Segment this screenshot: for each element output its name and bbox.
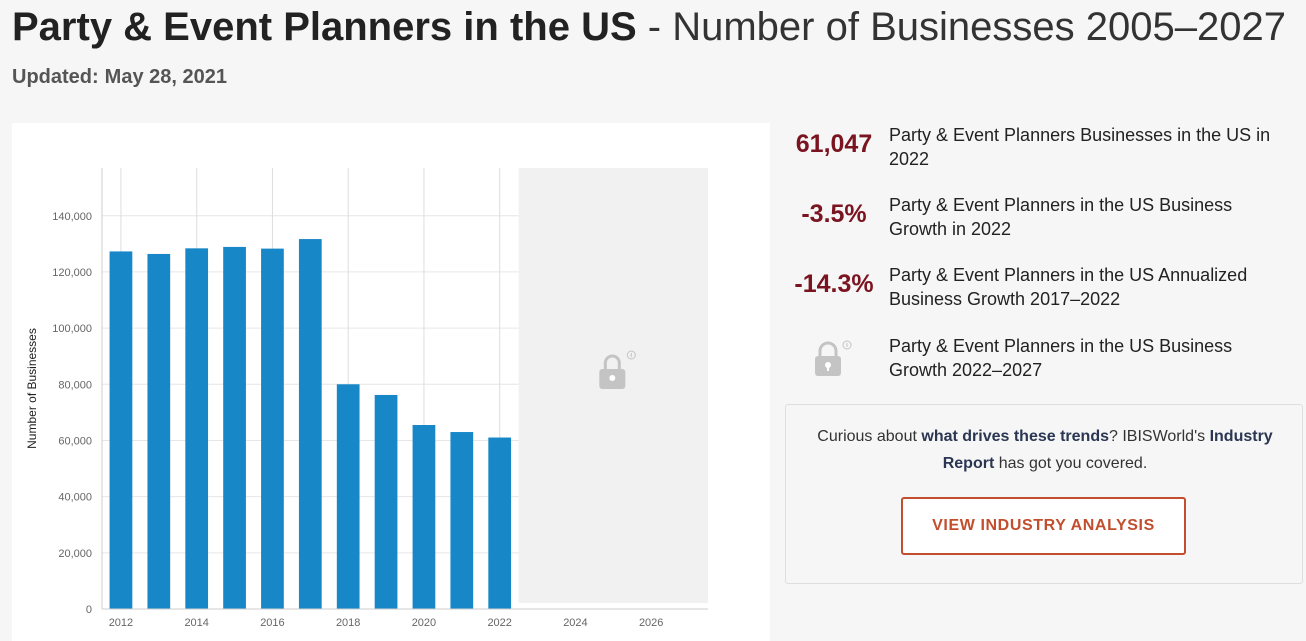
y-tick-label: 100,000 bbox=[52, 323, 92, 335]
cta-text-3: has got you covered. bbox=[998, 455, 1148, 472]
stat-label: Party & Event Planners in the US Annuali… bbox=[889, 265, 1248, 309]
x-tick-label: 2022 bbox=[487, 617, 511, 629]
title-separator: - bbox=[647, 5, 662, 49]
cta-text-1: Curious about bbox=[817, 428, 917, 445]
cta-box: Curious about what drives these trends? … bbox=[785, 404, 1303, 584]
x-tick-label: 2026 bbox=[639, 617, 663, 629]
bar-2020 bbox=[412, 425, 436, 609]
y-tick-label: 20,000 bbox=[58, 548, 92, 560]
updated-line: Updated: May 28, 2021 bbox=[12, 66, 227, 89]
y-axis-label: Number of Businesses bbox=[25, 328, 39, 449]
bar-2021 bbox=[450, 432, 474, 609]
view-industry-analysis-button[interactable]: VIEW INDUSTRY ANALYSIS bbox=[901, 497, 1186, 555]
y-tick-label: 140,000 bbox=[52, 211, 92, 223]
cta-text-2: ? IBISWorld's bbox=[1109, 428, 1206, 445]
bar-2017 bbox=[298, 239, 322, 609]
stat-value: 61,047 bbox=[795, 130, 873, 158]
bar-2013 bbox=[147, 253, 171, 609]
y-tick-label: 120,000 bbox=[52, 267, 92, 279]
cta-text: Curious about what drives these trends? … bbox=[806, 423, 1284, 477]
x-tick-label: 2016 bbox=[260, 617, 284, 629]
updated-label: Updated: bbox=[12, 66, 99, 88]
chart-lock-icon[interactable] bbox=[599, 350, 636, 389]
x-tick-label: 2014 bbox=[184, 617, 208, 629]
bar-2014 bbox=[185, 248, 209, 609]
stat-value: -3.5% bbox=[801, 200, 867, 228]
chart-card: 0 20,000 40,000 60,000 80,000 100,000 120,000 1… bbox=[12, 123, 770, 641]
y-tick-label: 40,000 bbox=[58, 492, 92, 504]
x-tick-label: 2012 bbox=[109, 617, 133, 629]
bar-2012 bbox=[109, 251, 133, 609]
cta-bold-2: Industry Report bbox=[942, 428, 1273, 472]
y-tick-label: 60,000 bbox=[58, 435, 92, 447]
bar-2015 bbox=[223, 246, 246, 609]
stat-label: Party & Event Planners in the US Busines… bbox=[889, 336, 1233, 380]
y-tick-label: 80,000 bbox=[58, 379, 92, 391]
stat-label: Party & Event Planners in the US Busines… bbox=[889, 195, 1233, 239]
stat-value: -14.3% bbox=[794, 270, 874, 298]
y-tick-label: 0 bbox=[86, 604, 92, 616]
bar-2019 bbox=[374, 394, 398, 609]
bar-2016 bbox=[261, 248, 284, 610]
title-sub: Number of Businesses 2005–2027 bbox=[672, 5, 1286, 49]
stat-label: Party & Event Planners Businesses in the… bbox=[889, 125, 1271, 169]
stat-businesses: 61,047 Party & Event Planners Businesses… bbox=[787, 120, 1297, 180]
bar-chart: 0 20,000 40,000 60,000 80,000 100,000 120,000 1… bbox=[25, 168, 708, 629]
cta-bold-1: what drives these trends bbox=[921, 428, 1109, 445]
stat-growth-forecast: Party & Event Planners in the US Busines… bbox=[787, 331, 1297, 391]
page-title: Party & Event Planners in the US - Numbe… bbox=[12, 2, 1286, 52]
lock-icon[interactable] bbox=[813, 340, 857, 380]
updated-date: May 28, 2021 bbox=[104, 66, 227, 88]
title-main: Party & Event Planners in the US bbox=[12, 5, 637, 49]
stat-annualized-growth: -14.3% Party & Event Planners in the US … bbox=[787, 260, 1297, 320]
bar-2022 bbox=[488, 437, 512, 609]
bar-2018 bbox=[336, 384, 360, 609]
x-tick-label: 2018 bbox=[336, 617, 360, 629]
x-tick-label: 2024 bbox=[563, 617, 587, 629]
x-tick-label: 2020 bbox=[412, 617, 436, 629]
stat-growth-2022: -3.5% Party & Event Planners in the US B… bbox=[787, 190, 1297, 250]
